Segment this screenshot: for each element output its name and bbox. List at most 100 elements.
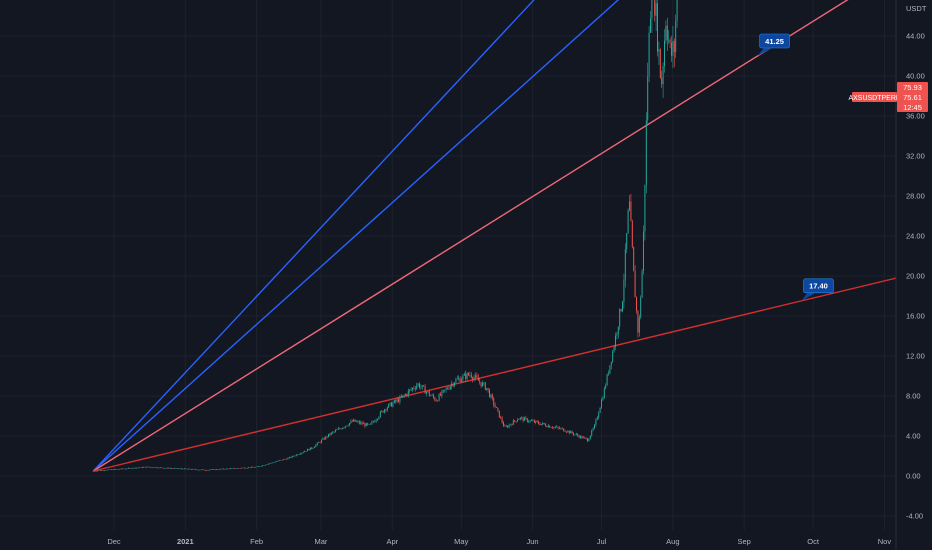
candle-body [400, 396, 402, 398]
candle-body [105, 470, 107, 471]
candle-body [302, 452, 304, 453]
y-tick-label: 20.00 [906, 272, 925, 281]
candle-body [531, 420, 533, 422]
candle-body [115, 469, 117, 470]
candle-body [298, 454, 300, 455]
candle-body [449, 386, 451, 390]
candle-body [609, 365, 611, 374]
candle-body [594, 424, 596, 429]
y-tick-label: 44.00 [906, 32, 925, 41]
candle-body [536, 420, 538, 422]
candle-body [402, 395, 404, 398]
candle-body [230, 468, 232, 469]
candle-body [491, 394, 493, 399]
candle-body [592, 428, 594, 431]
candle-body [512, 420, 514, 425]
candle-body [494, 404, 496, 407]
candle-body [249, 467, 251, 468]
candle-body [554, 427, 556, 428]
candle-body [137, 467, 139, 469]
candle-body [661, 77, 663, 85]
candle-body [566, 431, 568, 433]
candle-body [200, 469, 202, 471]
candle-body [123, 468, 125, 470]
candle-body [325, 436, 327, 440]
candle-body [351, 420, 353, 422]
candle-body [332, 431, 334, 433]
candle-body [573, 433, 575, 435]
y-tick-label: 36.00 [906, 112, 925, 121]
candle-body [564, 431, 566, 432]
candle-body [147, 466, 149, 468]
trendline[interactable] [93, 266, 932, 472]
candle-body [157, 467, 159, 469]
candle-body [440, 394, 442, 396]
trendline-label-box [759, 33, 790, 49]
candle-body [239, 468, 241, 469]
candle-body [277, 460, 279, 462]
candle-body [134, 467, 136, 469]
x-axis[interactable]: Dec 2021 Feb Mar Apr May Jun Jul Aug Sep Oct Nov [0, 530, 896, 550]
candle-body [295, 454, 297, 456]
trendline-label-text: 17.40 [809, 282, 828, 291]
candle-body [113, 469, 115, 470]
candle-body [290, 457, 292, 458]
candle-body [309, 447, 311, 451]
candle-body [101, 470, 103, 471]
candle-body [126, 468, 128, 470]
candle-body [223, 468, 225, 470]
candle-body [255, 466, 257, 468]
candle-body [224, 469, 226, 470]
candle-body [172, 468, 174, 469]
price-tag-countdown: 12:45 [903, 103, 922, 112]
trendline[interactable] [92, 0, 765, 472]
candle-body [665, 25, 667, 41]
candle-body [421, 385, 423, 388]
candle-body [545, 424, 547, 427]
candle-body [493, 398, 495, 405]
candle-body [423, 385, 425, 387]
candle-body [102, 470, 104, 471]
candle-body [546, 426, 548, 428]
candle-body [438, 394, 440, 401]
candle-body [413, 387, 415, 389]
candle-body [434, 397, 436, 401]
candle-body [192, 469, 194, 470]
candle-body [211, 469, 213, 470]
candle-body [647, 76, 649, 121]
candle-body [178, 468, 180, 470]
price-tag-high: 75.93 [903, 83, 922, 92]
candle-body [158, 467, 160, 469]
y-tick-label: 16.00 [906, 312, 925, 321]
candle-body [535, 420, 537, 423]
candle-body [171, 468, 173, 469]
candle-body [638, 317, 640, 333]
y-tick-label: -4.00 [906, 512, 923, 521]
candle-body [582, 437, 584, 439]
candle-body [448, 389, 450, 390]
candle-body [225, 468, 227, 470]
x-tick-label: Jun [527, 537, 539, 546]
candle-body [248, 467, 250, 468]
candle-body [263, 465, 265, 466]
candle-body [410, 389, 412, 391]
candle-body [132, 468, 134, 469]
candle-body [118, 469, 120, 470]
candle-body [676, 0, 678, 22]
candle-body [666, 25, 668, 41]
candle-body [461, 379, 463, 382]
y-tick-label: 28.00 [906, 192, 925, 201]
candle-body [112, 469, 114, 471]
candle-body [384, 409, 386, 413]
candle-body [538, 421, 540, 424]
grid [0, 0, 896, 530]
trendline[interactable] [92, 0, 845, 472]
candle-body [550, 427, 552, 429]
candle-body [505, 426, 507, 427]
candle-body [501, 417, 503, 423]
candle-body [218, 468, 220, 470]
candle-body [252, 466, 254, 468]
candle-body [403, 395, 405, 396]
